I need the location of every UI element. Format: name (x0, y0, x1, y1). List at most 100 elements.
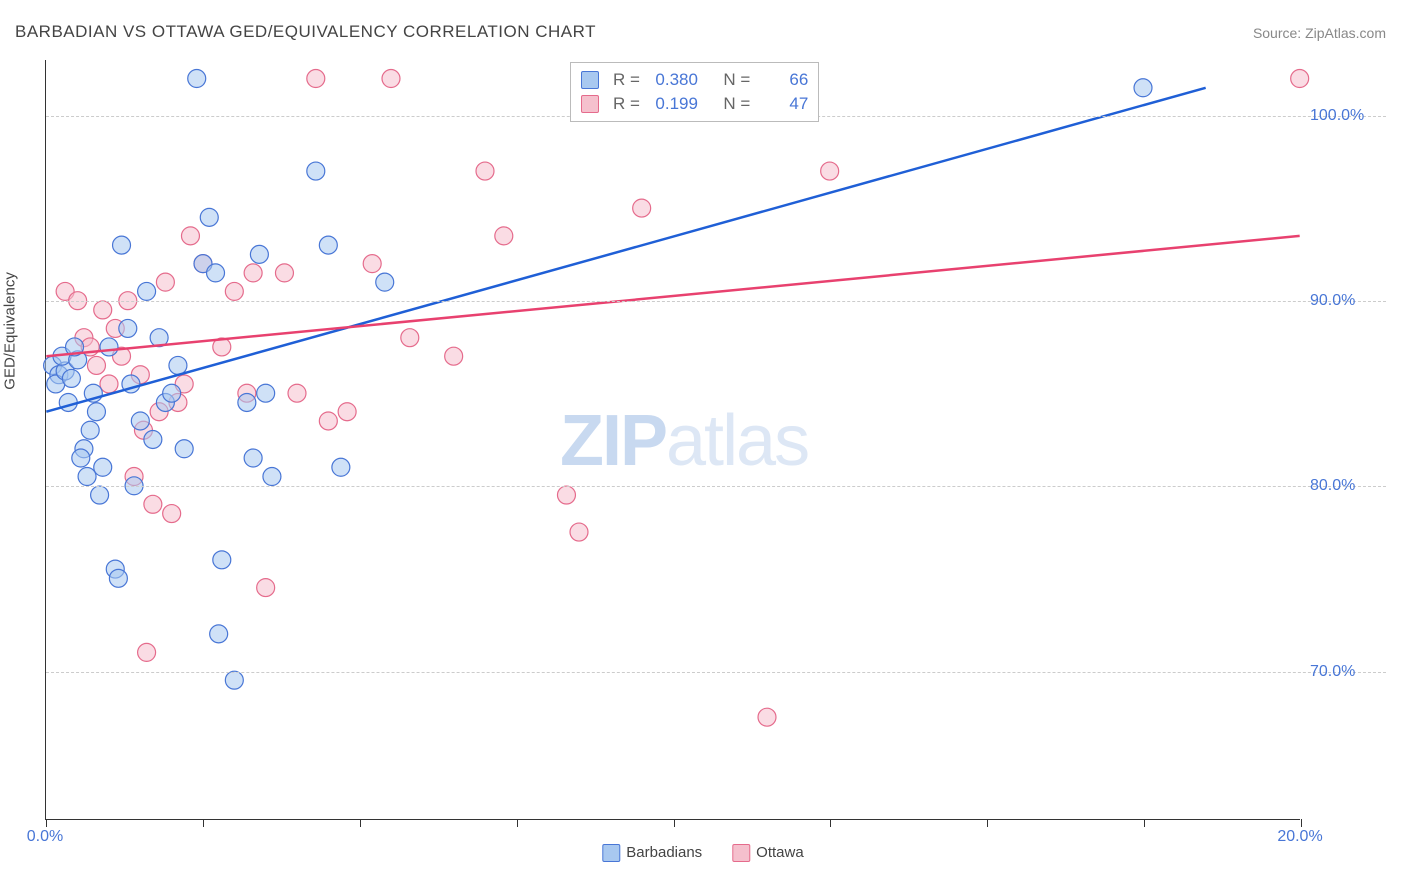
y-tick-label: 90.0% (1310, 292, 1355, 310)
scatter-point (94, 458, 112, 476)
gridline-h (46, 486, 1386, 487)
scatter-point (210, 625, 228, 643)
r-value: 0.380 (648, 70, 698, 90)
scatter-point (119, 319, 137, 337)
r-label: R = (613, 70, 640, 90)
x-tick (360, 819, 361, 827)
scatter-point (109, 569, 127, 587)
legend-swatch (581, 71, 599, 89)
scatter-point (257, 579, 275, 597)
scatter-point (225, 282, 243, 300)
x-tick (46, 819, 47, 827)
x-tick (1301, 819, 1302, 827)
correlation-legend: R = 0.380 N = 66 R = 0.199 N = 47 (570, 62, 819, 122)
x-tick (830, 819, 831, 827)
scatter-point (557, 486, 575, 504)
scatter-point (633, 199, 651, 217)
scatter-point (87, 403, 105, 421)
scatter-point (307, 162, 325, 180)
scatter-point (244, 264, 262, 282)
scatter-point (225, 671, 243, 689)
legend-label: Barbadians (626, 844, 702, 861)
legend-item: Barbadians (602, 844, 702, 862)
scatter-point (401, 329, 419, 347)
scatter-point (332, 458, 350, 476)
scatter-point (138, 643, 156, 661)
scatter-point (445, 347, 463, 365)
r-value: 0.199 (648, 94, 698, 114)
scatter-point (200, 208, 218, 226)
scatter-point (156, 273, 174, 291)
scatter-point (821, 162, 839, 180)
chart-svg (46, 60, 1300, 819)
scatter-point (181, 227, 199, 245)
scatter-point (244, 449, 262, 467)
y-tick-label: 70.0% (1310, 663, 1355, 681)
n-label: N = (723, 70, 750, 90)
scatter-point (144, 495, 162, 513)
x-tick (203, 819, 204, 827)
legend-swatch (602, 844, 620, 862)
trend-line (46, 88, 1205, 412)
scatter-point (495, 227, 513, 245)
scatter-point (131, 412, 149, 430)
scatter-point (758, 708, 776, 726)
y-tick-label: 100.0% (1310, 107, 1364, 125)
scatter-point (87, 356, 105, 374)
gridline-h (46, 672, 1386, 673)
n-label: N = (723, 94, 750, 114)
x-tick-label: 20.0% (1277, 828, 1322, 846)
scatter-point (213, 551, 231, 569)
scatter-point (163, 505, 181, 523)
scatter-point (100, 338, 118, 356)
x-tick (987, 819, 988, 827)
scatter-point (476, 162, 494, 180)
scatter-point (169, 356, 187, 374)
scatter-point (307, 70, 325, 88)
scatter-point (100, 375, 118, 393)
scatter-point (319, 412, 337, 430)
scatter-point (188, 70, 206, 88)
scatter-point (207, 264, 225, 282)
scatter-point (275, 264, 293, 282)
n-value: 66 (758, 70, 808, 90)
correlation-legend-row: R = 0.199 N = 47 (581, 92, 808, 116)
x-tick (674, 819, 675, 827)
y-axis-label: GED/Equivalency (2, 272, 19, 390)
scatter-point (1134, 79, 1152, 97)
x-tick (517, 819, 518, 827)
scatter-point (1291, 70, 1309, 88)
chart-title: BARBADIAN VS OTTAWA GED/EQUIVALENCY CORR… (15, 22, 596, 42)
scatter-point (94, 301, 112, 319)
scatter-point (175, 440, 193, 458)
scatter-point (257, 384, 275, 402)
legend-label: Ottawa (756, 844, 804, 861)
scatter-point (59, 393, 77, 411)
source-attribution: Source: ZipAtlas.com (1253, 25, 1386, 41)
n-value: 47 (758, 94, 808, 114)
scatter-point (163, 384, 181, 402)
correlation-legend-row: R = 0.380 N = 66 (581, 68, 808, 92)
gridline-h (46, 301, 1386, 302)
scatter-point (250, 245, 268, 263)
legend-swatch (581, 95, 599, 113)
scatter-point (376, 273, 394, 291)
x-tick-label: 0.0% (27, 828, 63, 846)
plot-area (45, 60, 1300, 820)
series-legend: Barbadians Ottawa (602, 844, 803, 862)
scatter-point (138, 282, 156, 300)
scatter-point (113, 236, 131, 254)
scatter-point (62, 369, 80, 387)
r-label: R = (613, 94, 640, 114)
scatter-point (263, 468, 281, 486)
legend-item: Ottawa (732, 844, 804, 862)
scatter-point (363, 255, 381, 273)
scatter-point (570, 523, 588, 541)
scatter-point (319, 236, 337, 254)
scatter-point (288, 384, 306, 402)
scatter-point (338, 403, 356, 421)
y-tick-label: 80.0% (1310, 477, 1355, 495)
scatter-point (81, 421, 99, 439)
legend-swatch (732, 844, 750, 862)
scatter-point (144, 431, 162, 449)
